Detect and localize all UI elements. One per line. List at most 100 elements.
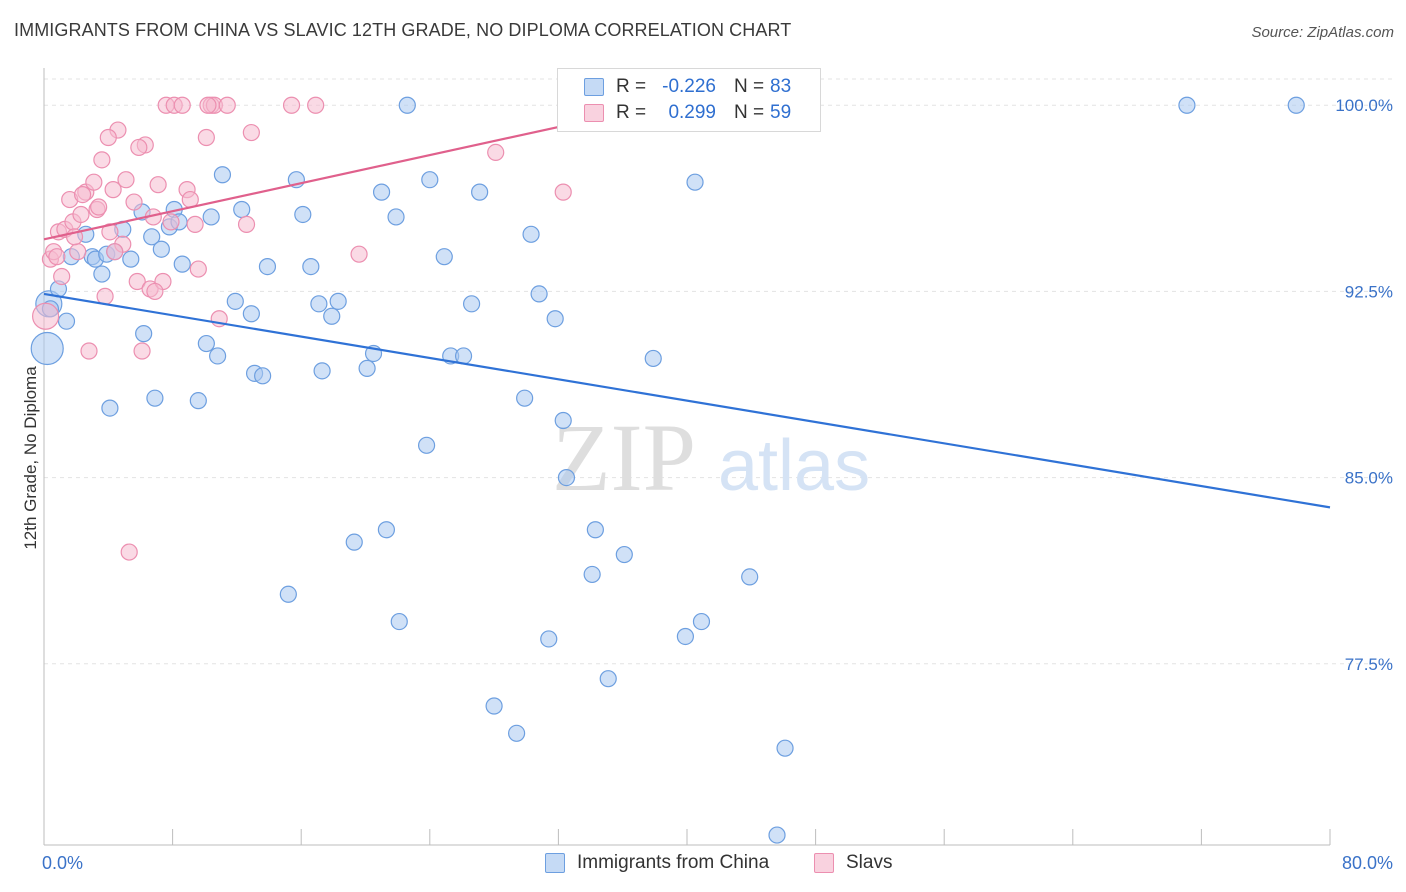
china-data-point	[485, 697, 503, 715]
y-tick-label: 85.0%	[1345, 469, 1393, 488]
china-data-point	[313, 362, 331, 380]
china-data-point	[615, 545, 633, 564]
china-data-point	[435, 248, 453, 266]
china-data-point	[30, 331, 64, 366]
tick-labels: 77.5% 85.0% 92.5% 100.0% 0.0% 80.0%	[42, 96, 1393, 873]
china-data-point	[101, 399, 119, 417]
china-data-point	[398, 96, 416, 114]
slavs-data-point	[186, 215, 204, 233]
china-data-point	[358, 359, 376, 377]
n-value-china: 83	[770, 76, 792, 97]
watermark: ZIP atlas	[552, 404, 870, 511]
slavs-data-point	[120, 543, 138, 561]
china-data-point	[122, 250, 140, 268]
slavs-data-point	[554, 183, 572, 201]
china-data-point	[768, 826, 786, 844]
r-value-china: -0.226	[662, 76, 716, 97]
trend-layer	[43, 106, 1331, 509]
china-swatch	[584, 78, 604, 96]
slavs-data-point	[282, 96, 301, 114]
china-data-point	[294, 205, 312, 224]
n-label: N =	[734, 102, 765, 123]
slavs-data-point	[125, 193, 143, 211]
slavs-data-point	[197, 128, 215, 147]
china-data-point	[387, 208, 405, 226]
china-data-point	[508, 724, 526, 742]
y-tick-label: 100.0%	[1335, 96, 1393, 115]
slavs-legend-label: Slavs	[846, 852, 893, 873]
slavs-data-point	[218, 96, 236, 114]
china-data-point	[540, 630, 558, 648]
slavs-data-point	[72, 205, 90, 224]
china-data-point	[599, 670, 617, 688]
slavs-data-point	[133, 342, 151, 360]
china-data-point	[279, 585, 297, 603]
x-tick-label-max: 80.0%	[1342, 853, 1393, 873]
r-value-slavs: 0.299	[668, 102, 716, 123]
china-data-point	[586, 521, 604, 539]
china-data-point	[417, 436, 436, 454]
slavs-data-point	[85, 173, 103, 191]
china-data-point	[226, 292, 244, 310]
y-axis-label: 12th Grade, No Diploma	[21, 366, 40, 550]
china-data-point	[462, 295, 481, 313]
r-label: R =	[616, 76, 647, 97]
slavs-swatch	[584, 104, 604, 122]
slavs-data-point	[350, 245, 368, 263]
china-data-point	[421, 171, 439, 189]
slavs-data-point	[189, 260, 207, 278]
china-trend-line	[43, 292, 1331, 509]
china-data-point	[233, 200, 251, 219]
china-data-point	[471, 183, 489, 201]
slavs-data-point	[237, 215, 256, 233]
china-data-point	[242, 305, 260, 323]
slavs-data-point	[242, 123, 260, 142]
china-data-point	[522, 225, 540, 243]
slavs-data-point	[69, 243, 87, 261]
y-tick-label: 77.5%	[1345, 655, 1393, 674]
slavs-data-point	[96, 287, 114, 305]
china-data-point	[93, 265, 111, 283]
china-data-point	[686, 173, 704, 191]
china-data-point	[776, 739, 794, 757]
china-legend-swatch	[545, 853, 565, 873]
china-data-point	[197, 334, 215, 353]
china-data-point	[546, 310, 564, 328]
slavs-data-point	[130, 138, 148, 157]
slavs-data-point	[117, 171, 135, 189]
slavs-data-point	[307, 96, 325, 114]
china-legend-label: Immigrants from China	[577, 852, 770, 873]
china-data-point	[146, 389, 164, 407]
china-data-point	[557, 469, 576, 487]
slavs-data-point	[53, 267, 71, 286]
china-data-point	[209, 347, 227, 365]
slavs-data-point	[80, 342, 98, 360]
china-data-point	[741, 568, 759, 586]
slavs-data-point	[149, 176, 167, 194]
slavs-data-point	[487, 143, 505, 162]
slavs-data-point	[48, 248, 66, 266]
china-data-point	[1287, 96, 1305, 114]
slavs-trend-line	[43, 106, 648, 241]
china-data-point	[372, 183, 391, 201]
china-data-point	[143, 228, 161, 246]
china-data-point	[583, 565, 601, 584]
china-data-point	[189, 392, 207, 410]
china-data-point	[692, 612, 711, 631]
china-data-point	[554, 411, 572, 430]
slavs-data-point	[128, 272, 146, 291]
stats-row-china: R = -0.226 N = 83	[558, 75, 820, 101]
china-data-point	[254, 367, 272, 385]
china-data-point	[173, 255, 191, 273]
china-data-point	[202, 208, 220, 226]
slavs-data-point	[104, 181, 122, 199]
china-data-point	[530, 285, 548, 303]
y-tick-label: 92.5%	[1345, 282, 1393, 301]
china-data-point	[1178, 96, 1196, 114]
chart-source: Source: ZipAtlas.com	[1251, 24, 1394, 41]
watermark-zip: ZIP	[552, 404, 696, 511]
slavs-data-point	[173, 96, 191, 114]
slavs-data-point	[162, 213, 180, 231]
slavs-data-point	[73, 186, 92, 204]
n-label: N =	[734, 76, 765, 97]
